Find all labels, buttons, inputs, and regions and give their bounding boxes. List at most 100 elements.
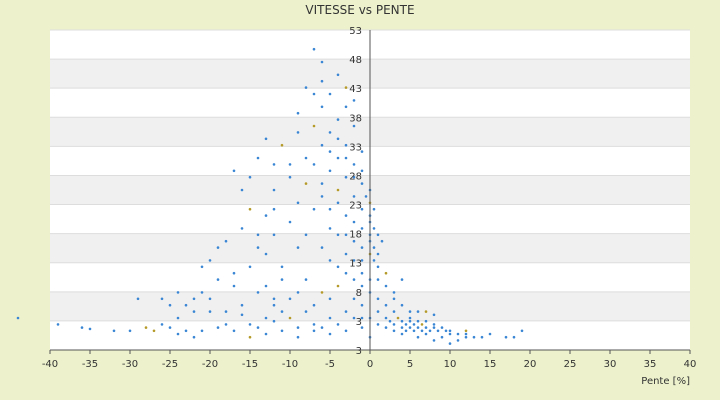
x-tick-label: -35	[82, 359, 98, 370]
data-point	[304, 310, 308, 313]
data-point	[456, 339, 460, 342]
data-point	[448, 329, 452, 333]
data-point	[400, 326, 404, 329]
data-point	[320, 143, 324, 147]
x-tick-label: -5	[325, 359, 335, 370]
data-point	[264, 332, 268, 336]
data-point	[432, 339, 436, 342]
data-point	[312, 303, 316, 307]
x-tick-label: -30	[122, 359, 138, 370]
y-tick-label: 53	[349, 26, 362, 37]
data-point	[168, 326, 172, 329]
data-point	[304, 156, 308, 160]
data-point	[344, 252, 348, 256]
data-point	[344, 175, 348, 179]
data-point	[392, 291, 396, 294]
data-point	[360, 271, 364, 275]
data-point	[224, 310, 228, 313]
data-point	[360, 227, 364, 230]
data-point	[376, 323, 380, 326]
x-tick-label: 15	[484, 359, 497, 370]
x-tick-label: 30	[604, 359, 617, 370]
data-point	[384, 326, 388, 329]
data-point	[424, 332, 428, 336]
data-point	[424, 310, 428, 313]
x-tick-label: -10	[282, 359, 298, 370]
data-point	[272, 319, 276, 323]
data-point	[360, 246, 364, 249]
x-tick-label: -25	[162, 359, 178, 370]
data-point	[320, 105, 324, 109]
data-point	[344, 214, 348, 217]
data-point	[440, 326, 444, 329]
x-tick-labels: -40 -35 -30 -25 -20 -15 -10 -5 0 5 10 15 20 25 30 35 40	[42, 359, 697, 370]
data-point	[208, 297, 212, 301]
data-point	[248, 323, 252, 326]
data-point	[360, 182, 364, 185]
data-point	[168, 303, 172, 307]
x-tick-label: -15	[242, 359, 258, 370]
y-tick-label: 3	[356, 317, 362, 328]
data-point	[208, 259, 212, 262]
data-point	[288, 163, 292, 166]
data-point	[408, 316, 412, 320]
data-point	[344, 233, 348, 237]
data-point	[256, 246, 260, 249]
data-point	[336, 323, 340, 326]
data-point	[464, 332, 468, 336]
data-point	[416, 326, 420, 329]
data-point	[240, 303, 244, 307]
data-point	[208, 310, 212, 313]
data-point	[304, 233, 308, 237]
y-tick-label: 48	[349, 55, 362, 66]
data-point	[352, 278, 356, 281]
data-point	[320, 291, 324, 294]
data-point	[304, 86, 308, 89]
data-point	[376, 233, 380, 237]
data-point	[336, 188, 340, 192]
data-point	[504, 335, 508, 339]
data-point	[412, 329, 416, 333]
y-tick-label: 23	[349, 201, 362, 212]
data-point	[136, 297, 140, 301]
data-point	[480, 335, 484, 339]
data-point	[264, 316, 268, 320]
data-point	[88, 327, 92, 331]
data-point	[328, 169, 332, 173]
y-tick-label: 3	[356, 346, 362, 357]
data-point	[432, 326, 436, 329]
data-point	[328, 259, 332, 262]
data-point	[472, 335, 476, 339]
data-point	[420, 329, 424, 333]
data-point	[328, 150, 332, 153]
data-point	[312, 124, 316, 128]
data-point	[408, 319, 412, 323]
data-point	[232, 271, 236, 275]
data-point	[232, 329, 236, 333]
data-point	[280, 143, 284, 147]
data-point	[444, 329, 448, 333]
x-tick-label: 35	[644, 359, 657, 370]
data-point	[456, 332, 460, 336]
data-point	[396, 316, 400, 320]
y-tick-label: 18	[349, 230, 362, 241]
data-point	[372, 227, 376, 230]
data-point	[352, 239, 356, 243]
data-point	[360, 303, 364, 307]
data-point	[312, 323, 316, 326]
data-point	[392, 297, 396, 301]
data-point	[232, 169, 236, 173]
data-point	[312, 207, 316, 211]
data-point	[440, 335, 444, 339]
data-point	[336, 137, 340, 141]
data-point	[272, 188, 276, 192]
data-point	[320, 246, 324, 249]
x-tick-label: 5	[407, 359, 413, 370]
data-point	[320, 182, 324, 185]
data-point	[384, 271, 388, 275]
data-point	[372, 207, 376, 211]
data-point	[520, 329, 524, 333]
data-point	[184, 329, 188, 333]
data-point	[400, 303, 404, 307]
data-point	[296, 326, 300, 329]
